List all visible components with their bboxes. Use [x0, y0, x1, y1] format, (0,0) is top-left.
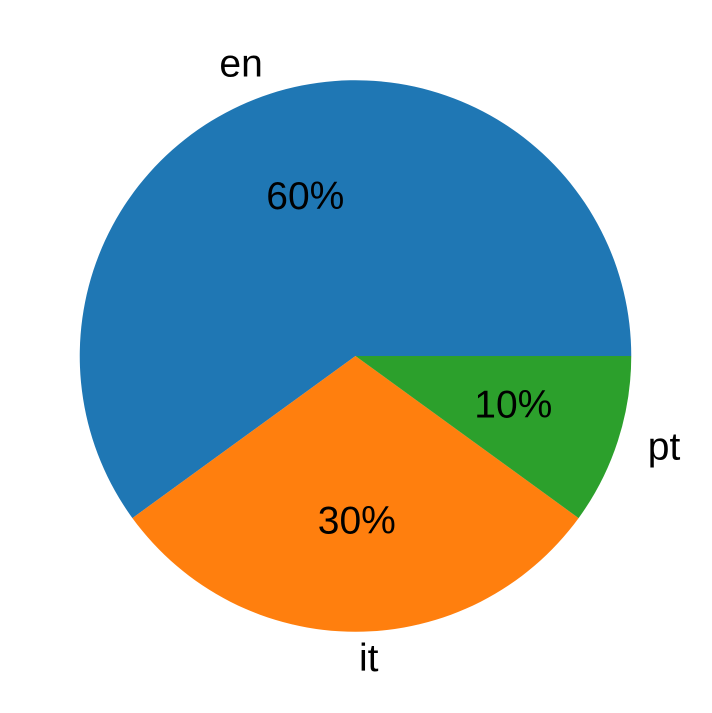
- svg-text:en: en: [219, 43, 262, 86]
- svg-text:60%: 60%: [266, 175, 344, 218]
- svg-text:pt: pt: [648, 426, 681, 469]
- svg-text:10%: 10%: [474, 383, 552, 426]
- svg-text:it: it: [359, 637, 379, 680]
- svg-text:30%: 30%: [318, 499, 396, 542]
